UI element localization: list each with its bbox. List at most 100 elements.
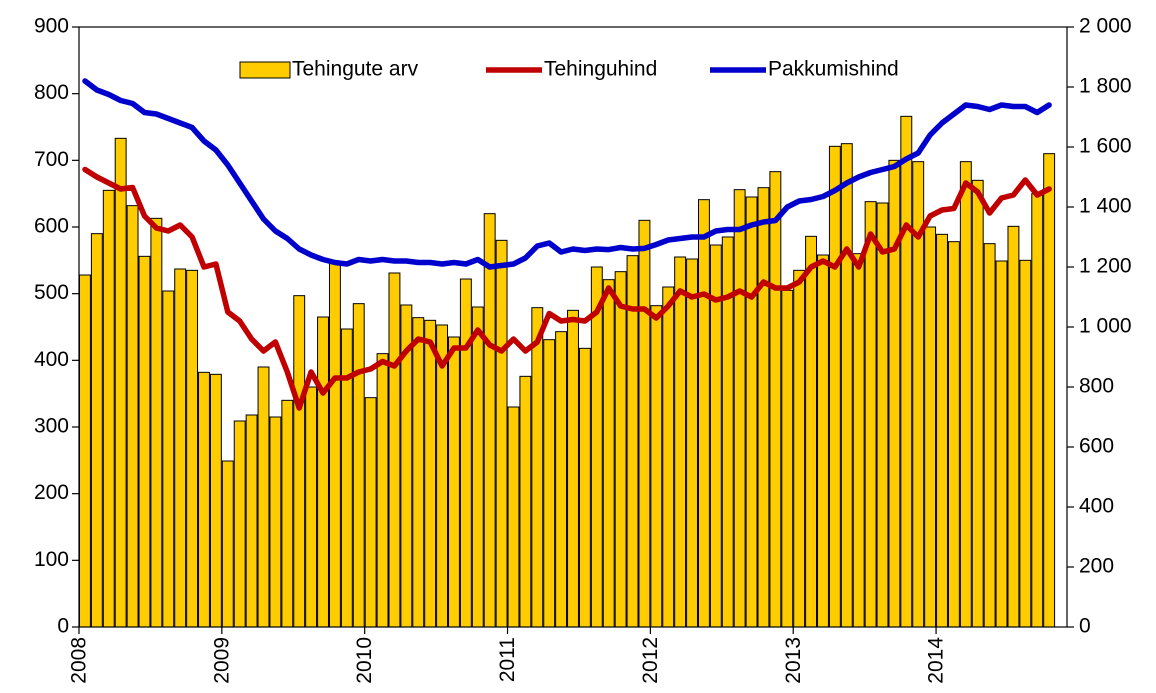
bar [471, 306, 484, 628]
bar [1031, 193, 1044, 628]
x-tick-label: 2011 [496, 637, 519, 682]
bar [662, 286, 675, 628]
y-tick-label: 400 [34, 348, 69, 371]
bar [745, 196, 758, 628]
bar [245, 414, 258, 628]
bar [459, 278, 472, 628]
bar [186, 269, 199, 628]
y-tick-label: 300 [34, 415, 69, 438]
y-tick-label: 200 [34, 481, 69, 504]
x-tick-label: 2010 [353, 637, 376, 684]
bar [364, 397, 377, 628]
bar [971, 179, 984, 628]
bar [828, 145, 841, 628]
bar [448, 336, 460, 628]
legend-label: Pakkumishind [768, 58, 899, 81]
y2-tick-label: 800 [1079, 375, 1114, 398]
bar [852, 253, 865, 628]
bar [638, 219, 651, 628]
y2-tick-label: 200 [1079, 555, 1114, 578]
bar [602, 279, 615, 628]
bar [959, 161, 972, 628]
y-tick-label: 700 [34, 148, 69, 171]
y2-tick-label: 600 [1079, 435, 1114, 458]
y-tick-label: 600 [34, 215, 69, 238]
bar [1007, 225, 1020, 628]
y-tick-label: 900 [34, 15, 69, 38]
plot-frame [78, 26, 1068, 628]
bar [269, 416, 282, 628]
bar [495, 239, 508, 628]
x-tick-label: 2012 [639, 637, 662, 684]
bar [90, 233, 103, 628]
bar [209, 373, 222, 628]
bar [388, 272, 401, 628]
bar [305, 386, 318, 628]
bar [900, 115, 913, 628]
bar [924, 226, 937, 628]
bar [793, 269, 806, 628]
y2-tick-label: 1 600 [1079, 135, 1132, 158]
y2-tick-label: 2 000 [1079, 15, 1132, 38]
bar [317, 316, 329, 628]
bar [947, 241, 960, 628]
bar [162, 290, 175, 628]
bar [757, 187, 770, 628]
bar [876, 202, 889, 628]
line [82, 166, 1052, 411]
bar [1019, 259, 1032, 628]
y2-tick-label: 1 200 [1079, 255, 1132, 278]
x-tick-label: 2014 [925, 637, 948, 684]
legend-label: Tehingute arv [292, 58, 419, 81]
bar [102, 189, 115, 628]
y-tick-label: 800 [34, 81, 69, 104]
bar [686, 258, 698, 628]
bar [555, 331, 568, 628]
legend-swatch [239, 61, 291, 79]
y2-tick-label: 1 000 [1079, 315, 1132, 338]
bar [412, 317, 425, 628]
bar [840, 143, 853, 628]
bar [138, 255, 151, 628]
bar [257, 366, 270, 628]
bar [995, 260, 1008, 628]
bar [376, 353, 389, 628]
bar [650, 305, 663, 628]
line [82, 78, 1052, 270]
bar [79, 274, 91, 628]
bar [674, 256, 687, 628]
bar [436, 324, 449, 628]
bar [543, 339, 556, 628]
y2-tick-label: 1 800 [1079, 75, 1132, 98]
bar [150, 217, 163, 628]
bar [233, 420, 246, 628]
bar [733, 189, 746, 628]
y2-tick-label: 400 [1079, 495, 1114, 518]
x-tick-label: 2009 [210, 637, 233, 684]
x-tick-label: 2008 [68, 637, 91, 684]
bar [983, 243, 996, 628]
bar [198, 371, 210, 628]
bar [221, 460, 234, 628]
y2-tick-label: 1 400 [1079, 195, 1132, 218]
bar [519, 375, 532, 628]
bar [567, 309, 579, 628]
bar [888, 159, 901, 628]
bar [697, 199, 710, 628]
bar [507, 406, 520, 628]
y2-tick-label: 0 [1079, 615, 1091, 638]
bar [352, 303, 365, 628]
bar [817, 254, 829, 628]
y-tick-label: 100 [34, 548, 69, 571]
x-tick-label: 2013 [782, 637, 805, 684]
bar [614, 271, 627, 628]
bar [805, 235, 818, 628]
bar [114, 137, 127, 628]
y-tick-label: 500 [34, 281, 69, 304]
legend-label: Tehinguhind [544, 58, 657, 81]
bar [293, 295, 306, 628]
bar [1043, 153, 1056, 628]
bar [174, 268, 187, 628]
bar [781, 289, 794, 628]
